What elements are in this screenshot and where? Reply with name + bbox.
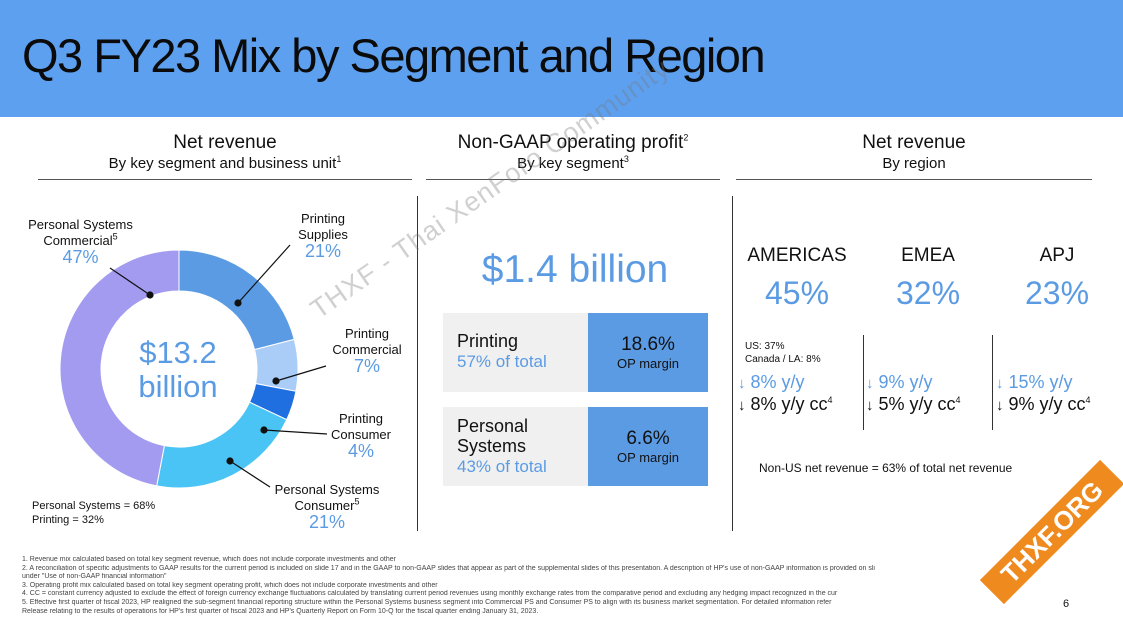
pct-ps-commercial: 47% (62, 247, 99, 267)
footnote: 2. A reconciliation of specific adjustme… (22, 564, 875, 572)
left-column-heading: Net revenue By key segment and business … (38, 132, 412, 172)
region-pct: 23% (1024, 275, 1090, 311)
americas-yy: ↓ 8% y/y (738, 372, 805, 392)
arrow-down-icon: ↓ (738, 397, 746, 414)
region-emea: EMEA 32% (863, 245, 993, 312)
callout-dot-ps-commercial (146, 291, 154, 299)
pct-ps-consumer: 21% (308, 512, 346, 532)
americas-canada-la-share: Canada / LA: 8% (745, 354, 821, 365)
op-margin-label: OP margin (617, 450, 679, 465)
region-separator-1 (863, 335, 864, 430)
title-bar: Q3 FY23 Mix by Segment and Region (0, 0, 1123, 117)
americas-breakdown: US: 37% Canada / LA: 8% (745, 340, 821, 366)
op-margin-value: 18.6% (621, 334, 675, 355)
arrow-down-icon: ↓ (866, 375, 874, 392)
callout-line-commercial (275, 365, 327, 382)
label-printing-commercial: Printing Commercial 7% (320, 326, 414, 376)
apj-yy: ↓ 15% y/y (996, 372, 1073, 392)
middle-subheading: By key segment3 (517, 154, 629, 173)
middle-divider (426, 179, 720, 180)
footnote: 1. Revenue mix calculated based on total… (22, 556, 396, 563)
label-printing-supplies: Printing Supplies 21% (280, 211, 366, 261)
pct-printing-supplies: 21% (304, 241, 342, 261)
emea-yy: ↓ 9% y/y (866, 372, 933, 392)
footnote: Release relating to the results of opera… (22, 607, 539, 615)
column-separator-right (732, 196, 733, 531)
label-ps-consumer: Personal Systems Consumer5 21% (262, 482, 392, 532)
page-number: 6 (1063, 598, 1070, 610)
donut-slice-personal-systems-commercial (59, 249, 180, 487)
left-subheading: By key segment and business unit1 (108, 154, 342, 173)
op-margin-value: 6.6% (626, 428, 670, 449)
non-us-revenue-note: Non-US net revenue = 63% of total net re… (759, 461, 1013, 475)
region-name: EMEA (901, 245, 955, 266)
region-separator-2 (992, 335, 993, 430)
region-americas: AMERICAS 45% (732, 245, 862, 312)
column-separator-left (417, 196, 418, 531)
footnote: 4. CC = constant currency adjusted to ex… (22, 590, 838, 598)
apj-cc: ↓ 9% y/y cc4 (996, 394, 1091, 414)
callout-line-ps-consumer (229, 460, 271, 488)
footnotes: 1. Revenue mix calculated based on total… (22, 556, 1062, 616)
footnote: 3. Operating profit mix calculated based… (22, 581, 438, 589)
right-heading: Net revenue (862, 132, 966, 153)
americas-cc: ↓ 8% y/y cc4 (738, 394, 833, 414)
op-profit-total: $1.4 billion (481, 248, 669, 291)
footnote: 5. Effective first quarter of fiscal 202… (22, 598, 832, 606)
split-printing: Printing = 32% (32, 514, 104, 526)
op-segment-name: Personal Systems (457, 416, 529, 456)
callout-line-supplies (237, 244, 291, 304)
region-pct: 45% (764, 275, 830, 311)
op-margin-box: 6.6% OP margin (588, 407, 708, 486)
middle-heading: Non-GAAP operating profit2 (457, 132, 689, 153)
arrow-down-icon: ↓ (996, 375, 1004, 392)
arrow-down-icon: ↓ (738, 375, 746, 392)
op-segment-share: 43% of total (457, 457, 547, 476)
split-personal-systems: Personal Systems = 68% (32, 500, 156, 512)
op-margin-box: 18.6% OP margin (588, 313, 708, 392)
callout-line-consumer (263, 429, 328, 435)
emea-cc: ↓ 5% y/y cc4 (866, 394, 961, 414)
region-name: APJ (1039, 245, 1075, 266)
page-title: Q3 FY23 Mix by Segment and Region (22, 29, 766, 82)
middle-column-heading: Non-GAAP operating profit2 By key segmen… (426, 132, 720, 172)
donut-center-value: $13.2 billion (108, 336, 248, 404)
right-divider (736, 179, 1092, 180)
op-margin-label: OP margin (617, 356, 679, 371)
footnote: under "Use of non-GAAP financial informa… (22, 573, 167, 581)
center-value-unit: billion (138, 369, 218, 404)
label-ps-commercial: Personal Systems Commercial5 47% (18, 217, 143, 267)
americas-us-share: US: 37% (745, 341, 785, 352)
arrow-down-icon: ↓ (866, 397, 874, 414)
center-value-amount: $13.2 (139, 335, 217, 370)
left-divider (38, 179, 412, 180)
callout-dot-consumer (260, 426, 268, 434)
region-name: AMERICAS (747, 245, 847, 266)
callout-line-ps-commercial (109, 267, 151, 296)
callout-dot-supplies (234, 299, 242, 307)
callout-dot-ps-consumer (226, 457, 234, 465)
op-segment-share: 57% of total (457, 352, 547, 371)
callout-dot-commercial (272, 377, 280, 385)
right-column-heading: Net revenue By region (736, 132, 1092, 172)
pct-printing-consumer: 4% (347, 441, 374, 461)
arrow-down-icon: ↓ (996, 397, 1004, 414)
region-pct: 32% (895, 275, 961, 311)
right-subheading: By region (882, 155, 946, 172)
op-segment-name: Printing (457, 331, 519, 351)
label-printing-consumer: Printing Consumer 4% (318, 411, 404, 461)
op-segment-printing: Printing 57% of total 18.6% OP margin (443, 313, 708, 392)
segment-split-note: Personal Systems = 68% Printing = 32% (32, 499, 155, 527)
left-heading: Net revenue (173, 132, 277, 153)
op-segment-personal-systems: Personal Systems 43% of total 6.6% OP mar… (443, 407, 708, 486)
pct-printing-commercial: 7% (353, 356, 380, 376)
region-apj: APJ 23% (992, 245, 1122, 312)
